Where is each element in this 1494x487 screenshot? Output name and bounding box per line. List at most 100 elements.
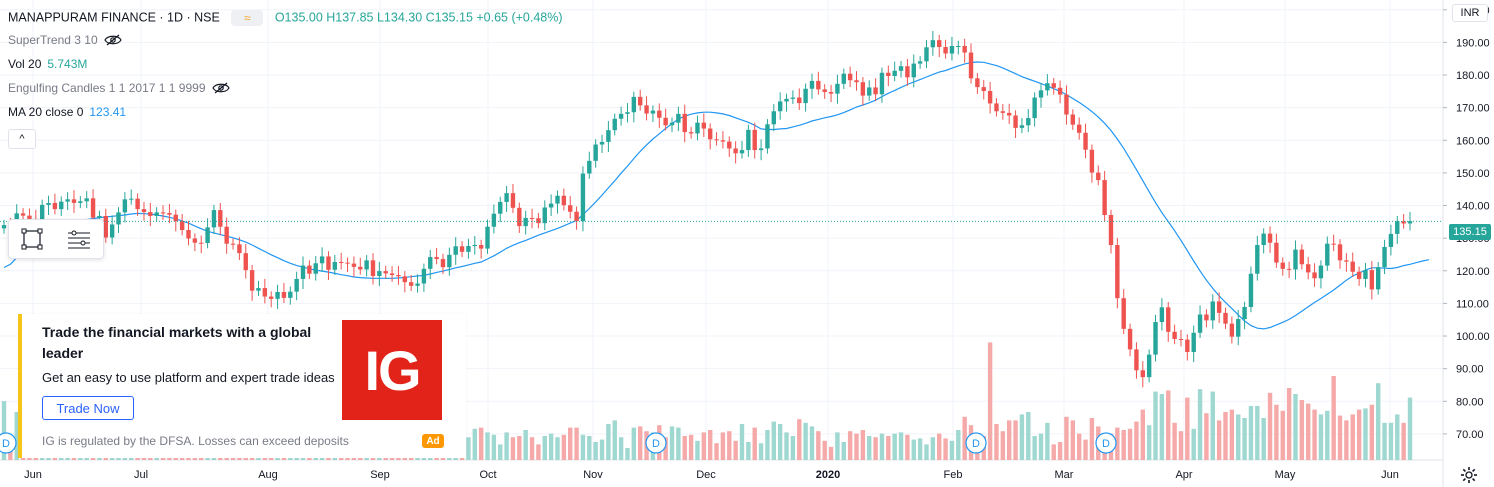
candle [587,151,592,179]
price-tick-label: 90.00 [1456,364,1484,376]
dividend-marker[interactable]: D [1095,432,1117,454]
candle [1191,325,1196,363]
candle [205,218,210,249]
volume-bar [1331,376,1336,460]
volume-bar [466,437,471,460]
volume-bar [809,426,815,460]
indicator-ma[interactable]: MA 20 close 0 123.41 [8,105,126,119]
trade-now-button[interactable]: Trade Now [42,396,134,420]
candle [1267,226,1273,253]
candle [816,71,821,95]
candle [803,83,808,112]
candle [453,237,458,265]
candle [84,191,89,209]
candle [574,206,579,230]
settings-lines-icon[interactable] [66,227,92,251]
candle [485,219,490,254]
price-tick-label: 150.00 [1456,168,1490,180]
compare-chip-icon[interactable]: ≈ [231,10,264,26]
dividend-marker[interactable]: D [645,432,667,454]
volume-bar [841,442,846,460]
time-tick-label: May [1275,469,1296,481]
candle [377,261,382,287]
volume-bar [1325,410,1330,460]
candle [1032,92,1037,127]
volume-bar [1172,422,1177,460]
volume-bar [1159,394,1165,460]
ig-logo[interactable]: IG [342,320,442,420]
candle [116,207,121,233]
ad-banner[interactable]: Trade the financial markets with a globa… [18,314,466,458]
collapse-legend-button[interactable]: ^ [8,129,36,149]
rectangle-tool-icon[interactable] [20,227,44,251]
candle [383,265,388,279]
candle [1146,349,1152,383]
symbol-title[interactable]: MANAPPURAM FINANCE · 1D · NSE [8,10,220,25]
dividend-marker[interactable]: D [0,432,17,454]
indicator-supertrend[interactable]: SuperTrend 3 10 [8,33,122,47]
candle [1318,260,1324,289]
candle [790,90,796,105]
candle [281,282,287,304]
volume-bar [1350,414,1355,460]
indicator-engulfing[interactable]: Engulfing Candles 1 1 2017 1 1 9999 [8,81,230,95]
candle [1369,260,1375,300]
candle [1356,266,1362,286]
candle [288,286,293,305]
volume-bar [987,342,993,460]
indicator-volume[interactable]: Vol 20 5.743M [8,57,87,71]
candle [809,73,815,99]
volume-bar [1064,416,1069,460]
volume-bar [847,431,853,460]
volume-bar [797,419,802,460]
candle [930,30,936,56]
volume-bar [676,427,681,460]
volume-bar [1286,388,1292,460]
currency-label[interactable]: INR [1452,4,1488,22]
volume-bar [733,440,738,460]
candle [256,280,261,296]
candle [237,237,242,261]
candle [695,115,700,141]
eye-off-icon[interactable] [103,34,122,46]
candle [129,189,134,205]
time-tick-label: Jun [24,469,42,481]
dividend-marker[interactable]: D [965,432,987,454]
ohlc-values: O135.00 H137.85 L134.30 C135.15 +0.65 (+… [274,10,563,25]
candle [746,124,751,157]
candle [797,88,802,110]
volume-bar [478,427,484,460]
candle [1019,118,1025,134]
volume-bar [854,433,859,460]
candle [917,56,923,69]
candle [1255,235,1260,281]
volume-bar [784,432,789,460]
gear-icon[interactable] [1460,466,1478,484]
volume-bar [542,436,547,460]
volume-bar [1153,391,1158,460]
indicator-value: 123.41 [89,105,127,119]
candle [924,40,929,69]
volume-bar [816,431,821,460]
volume-bar [625,448,630,460]
candle [1325,236,1330,271]
volume-bar [790,436,796,460]
candle [199,235,204,254]
candle [294,271,299,301]
drawing-toolbox[interactable] [8,219,104,259]
volume-bar [994,424,999,460]
candle [765,119,770,154]
candle [1076,117,1082,140]
time-tick-label: Nov [583,469,603,481]
time-axis[interactable]: Jun Jul Aug Sep Oct Nov Dec 2020 Feb Mar Apr May Jun [24,469,1399,481]
candle [637,89,643,111]
candle [854,71,859,91]
volume-bar [1070,420,1076,460]
eye-off-icon[interactable] [211,82,230,94]
volume-bar [1274,404,1279,460]
candle [1038,83,1044,108]
volume-bar [917,438,923,460]
candle [1274,233,1279,268]
candle [434,247,439,265]
